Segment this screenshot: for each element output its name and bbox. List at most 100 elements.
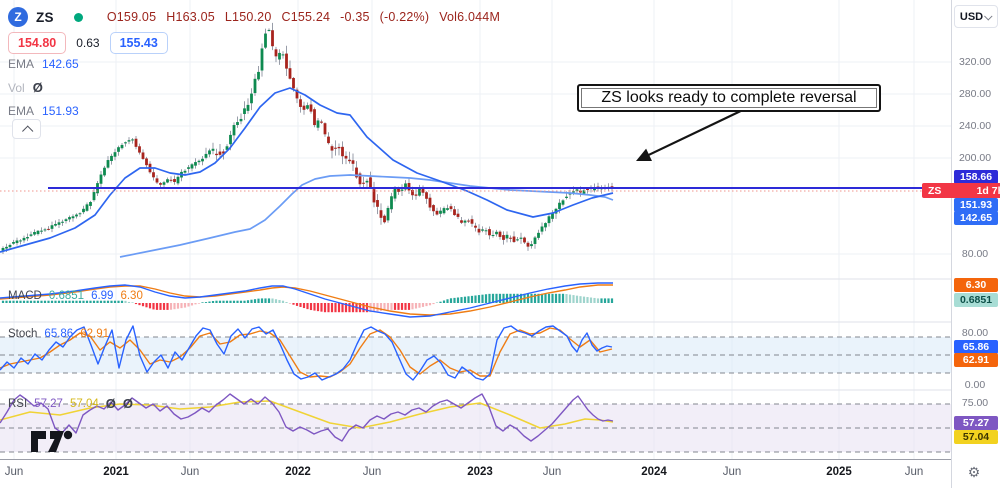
stoch-tick: 80.00 bbox=[961, 327, 989, 339]
macd-histogram-bar bbox=[190, 303, 194, 306]
macd-histogram-bar bbox=[579, 296, 582, 303]
eye-off-icon[interactable]: Ø bbox=[32, 80, 43, 95]
candle-body bbox=[495, 231, 498, 235]
time-axis[interactable]: Jun 2021 Jun 2022 Jun 2023 Jun 2024 Jun 2025 Jun bbox=[0, 460, 951, 488]
macd-histogram-bar bbox=[418, 303, 421, 308]
rsi-legend[interactable]: RSI 57.27 57.04 Ø Ø bbox=[8, 396, 133, 411]
candle-body bbox=[397, 189, 400, 192]
eye-off-icon[interactable]: Ø bbox=[105, 396, 116, 411]
macd-histogram-bar bbox=[533, 293, 537, 303]
macd-histogram-bar bbox=[400, 303, 404, 310]
eye-off-icon[interactable]: Ø bbox=[122, 396, 133, 411]
candle-body bbox=[120, 144, 124, 149]
candle-body bbox=[204, 153, 208, 158]
macd-histogram-bar bbox=[176, 303, 180, 309]
candle-body bbox=[463, 220, 467, 223]
candle-body bbox=[169, 179, 173, 181]
macd-histogram-bar bbox=[575, 295, 579, 303]
legend-ema-142[interactable]: EMA 142.65 bbox=[8, 57, 79, 71]
macd-histogram-bar bbox=[582, 296, 586, 303]
macd-histogram-bar bbox=[488, 293, 491, 303]
ema-slow-line bbox=[119, 174, 614, 258]
macd-histogram-bar bbox=[85, 300, 89, 303]
macd-histogram bbox=[1, 293, 614, 313]
candle-body bbox=[117, 147, 120, 152]
candle-body bbox=[218, 151, 222, 155]
macd-histogram-bar bbox=[229, 300, 232, 303]
candle-body bbox=[222, 151, 225, 154]
macd-histogram-bar bbox=[540, 293, 544, 303]
collapse-legend-button[interactable] bbox=[12, 119, 41, 139]
candle-body bbox=[68, 217, 71, 220]
symbol-name[interactable]: ZS bbox=[36, 9, 54, 25]
macd-signal-value: 6.30 bbox=[120, 290, 143, 302]
macd-histogram-bar bbox=[152, 303, 155, 310]
macd-histogram-bar bbox=[313, 303, 316, 311]
candle-body bbox=[519, 237, 523, 239]
candle-body bbox=[299, 99, 302, 107]
price-tick: 280.00 bbox=[958, 88, 992, 100]
candle-body bbox=[365, 180, 369, 183]
change-percent: (-0.22%) bbox=[379, 10, 430, 24]
candle-body bbox=[421, 188, 425, 193]
candle-body bbox=[551, 213, 554, 219]
candle-body bbox=[1, 247, 5, 251]
macd-histogram-bar bbox=[302, 303, 306, 309]
macd-histogram-bar bbox=[446, 299, 449, 303]
legend-ema-151[interactable]: EMA 151.93 bbox=[8, 104, 79, 118]
macd-histogram-bar bbox=[568, 294, 572, 303]
candle-body bbox=[383, 215, 386, 223]
candle-body bbox=[159, 183, 162, 185]
candle-body bbox=[341, 146, 344, 157]
macd-histogram-bar bbox=[166, 303, 169, 310]
macd-histogram-bar bbox=[92, 300, 96, 303]
macd-histogram-bar bbox=[288, 303, 292, 304]
currency-selector[interactable]: USD bbox=[954, 5, 998, 28]
candle-body bbox=[505, 234, 509, 239]
macd-histogram-bar bbox=[596, 298, 600, 303]
macd-histogram-bar bbox=[274, 299, 278, 303]
candle-body bbox=[54, 223, 57, 226]
macd-histogram-bar bbox=[215, 300, 218, 303]
macd-histogram-bar bbox=[467, 296, 470, 303]
price-axis[interactable]: 320.00 280.00 240.00 200.00 80.00 158.66 151.9… bbox=[951, 0, 1000, 488]
candle-body bbox=[278, 52, 281, 60]
macd-histogram-bar bbox=[323, 303, 327, 313]
annotation-callout[interactable]: ZS looks ready to complete reversal bbox=[577, 84, 881, 112]
legend-volume[interactable]: Vol Ø bbox=[8, 80, 43, 95]
macd-histogram-bar bbox=[432, 303, 435, 305]
settings-gear-button[interactable]: ⚙ bbox=[957, 461, 991, 484]
candle-body bbox=[348, 159, 351, 162]
candle-body bbox=[103, 167, 106, 176]
volume-label: Vol bbox=[8, 80, 25, 95]
candle-body bbox=[201, 158, 204, 162]
bid-button[interactable]: 154.80 bbox=[8, 32, 67, 54]
candle-body bbox=[288, 68, 292, 79]
ask-button[interactable]: 155.43 bbox=[109, 32, 168, 54]
time-label-year: 2024 bbox=[641, 466, 667, 478]
macd-histogram-bar bbox=[106, 300, 110, 303]
macd-histogram-bar bbox=[208, 301, 211, 303]
macd-histogram-bar bbox=[362, 303, 365, 313]
stoch-legend[interactable]: Stoch 65.86 62.91 bbox=[8, 328, 109, 340]
macd-histogram-bar bbox=[78, 300, 82, 303]
candle-body bbox=[239, 118, 243, 122]
macd-histogram-bar bbox=[407, 303, 411, 310]
candle-body bbox=[215, 153, 218, 156]
candle-body bbox=[166, 179, 169, 183]
macd-legend[interactable]: MACD 0.6851 6.99 6.30 bbox=[8, 290, 143, 302]
macd-histogram-bar bbox=[239, 300, 243, 303]
macd-histogram-bar bbox=[526, 293, 530, 303]
macd-histogram-bar bbox=[512, 293, 516, 303]
candle-body bbox=[432, 205, 435, 212]
time-label-month: Jun bbox=[542, 466, 562, 478]
macd-histogram-bar bbox=[425, 303, 428, 307]
macd-histogram-bar bbox=[397, 303, 400, 310]
macd-signal-line bbox=[0, 284, 613, 316]
macd-histogram-bar bbox=[57, 300, 61, 303]
macd-histogram-bar bbox=[477, 295, 481, 303]
tradingview-logo[interactable] bbox=[30, 430, 78, 454]
candle-body bbox=[313, 109, 316, 126]
candle-body bbox=[236, 122, 239, 126]
